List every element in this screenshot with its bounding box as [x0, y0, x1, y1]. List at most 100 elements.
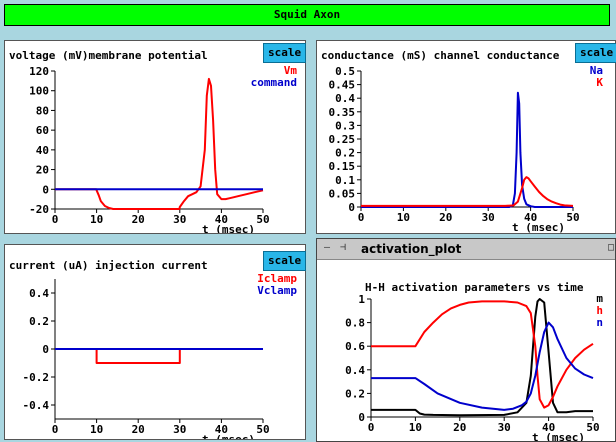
y-tick-label: 120 [29, 65, 49, 78]
y-tick-label: 0.45 [329, 79, 356, 92]
voltage-plot-panel: voltage (mV)membrane potential scale Vm … [4, 40, 307, 234]
x-tick-label: 10 [90, 213, 103, 226]
x-tick-label: 10 [409, 421, 422, 434]
x-tick-label: 40 [524, 211, 537, 224]
y-tick-label: 0 [42, 343, 49, 356]
x-tick-label: 50 [256, 423, 269, 436]
y-tick-label: 0.3 [335, 119, 355, 132]
activation-window-title: activation_plot [361, 242, 462, 256]
y-tick-label: 1 [358, 293, 365, 306]
legend-command: command [250, 76, 297, 89]
y-tick-label: 0.4 [335, 92, 355, 105]
y-tick-label: 0.35 [329, 106, 356, 119]
series-line-vm [55, 77, 264, 210]
x-tick-label: 20 [132, 423, 145, 436]
activation-legend: m h n [596, 293, 603, 329]
y-tick-label: 20 [36, 164, 49, 177]
x-tick-label: 50 [586, 421, 599, 434]
y-tick-label: 0 [348, 201, 355, 214]
x-tick-label: 30 [482, 211, 495, 224]
series-line-m [371, 298, 593, 417]
legend-iclamp: Iclamp [257, 272, 297, 285]
series-line-n [371, 321, 594, 411]
app-title: Squid Axon [273, 8, 341, 21]
current-chart: -0.4 -0.2 0 0.2 0.4 0 10 20 30 40 50t (msec) [23, 279, 270, 439]
x-tick-label: 40 [215, 213, 228, 226]
y-tick-label: 60 [36, 124, 49, 137]
y-tick-label: -0.2 [23, 371, 50, 384]
y-tick-label: 100 [29, 85, 49, 98]
y-tick-label: -20 [29, 203, 49, 216]
x-tick-label: 10 [397, 211, 410, 224]
activation-plot-window: — ⊣ activation_plot □ H-H activation par… [316, 238, 616, 442]
activation-chart: 00.20.40.60.810 10 20 30 40 50t (msec) [345, 293, 600, 441]
x-tick-label: 20 [132, 213, 145, 226]
legend-vm: Vm [283, 64, 297, 77]
voltage-legend: Vm command [251, 65, 297, 89]
window-menu-icon[interactable]: — [323, 242, 331, 253]
y-tick-label: 0.2 [335, 147, 355, 160]
current-plot-panel: current (uA) injection current scale Icl… [4, 244, 307, 440]
legend-na: Na [589, 64, 603, 77]
x-tick-label: 0 [358, 211, 365, 224]
x-tick-label: 20 [439, 211, 452, 224]
conductance-chart: 00.050.10.150.20.250.30.350.40.450.5 0 10 2… [329, 65, 580, 233]
voltage-scale-button[interactable]: scale [263, 43, 307, 63]
y-tick-label: 0.2 [345, 387, 365, 400]
x-tick-label: 0 [52, 213, 59, 226]
y-tick-label: 0.6 [345, 340, 365, 353]
conductance-scale-button[interactable]: scale [575, 43, 616, 63]
y-tick-label: 80 [36, 104, 49, 117]
voltage-plot-title: voltage (mV)membrane potential [9, 49, 208, 62]
y-tick-label: -0.4 [23, 399, 50, 412]
y-tick-label: 0.8 [345, 317, 365, 330]
y-tick-label: 0.5 [335, 65, 355, 78]
x-axis-label: t (msec) [202, 223, 255, 233]
conductance-plot-panel: conductance (mS) channel conductance sca… [316, 40, 616, 234]
series-line-iclamp [55, 348, 263, 364]
y-tick-label: 0.25 [329, 133, 356, 146]
legend-m: m [596, 292, 603, 305]
y-tick-label: 0.4 [345, 364, 365, 377]
y-tick-label: 0.05 [329, 187, 356, 200]
series-line-k [361, 176, 574, 207]
y-tick-label: 0 [42, 183, 49, 196]
y-tick-label: 40 [36, 144, 49, 157]
current-plot-title: current (uA) injection current [9, 259, 208, 272]
legend-n: n [596, 316, 603, 329]
window-pin-icon[interactable]: ⊣ [339, 242, 347, 253]
x-tick-label: 0 [368, 421, 375, 434]
y-tick-label: 0.4 [29, 287, 49, 300]
x-axis-label: t (msec) [512, 221, 565, 233]
x-tick-label: 30 [173, 213, 186, 226]
legend-h: h [596, 304, 603, 317]
y-tick-label: 0 [358, 411, 365, 424]
app-title-bar: Squid Axon [4, 4, 610, 26]
current-legend: Iclamp Vclamp [257, 273, 297, 297]
activation-plot-title: H-H activation parameters vs time [365, 281, 584, 294]
x-tick-label: 30 [498, 421, 511, 434]
x-tick-label: 50 [566, 211, 579, 224]
x-tick-label: 40 [542, 421, 555, 434]
x-axis-label: t (msec) [532, 431, 585, 441]
series-line-na [361, 91, 573, 208]
y-tick-label: 0.2 [29, 315, 49, 328]
x-tick-label: 10 [90, 423, 103, 436]
window-maximize-icon[interactable]: □ [607, 242, 615, 253]
activation-window-titlebar[interactable]: — ⊣ activation_plot □ [317, 239, 615, 260]
legend-vclamp: Vclamp [257, 284, 297, 297]
current-scale-button[interactable]: scale [263, 251, 307, 271]
x-tick-label: 40 [215, 423, 228, 436]
y-tick-label: 0.1 [335, 174, 355, 187]
x-tick-label: 0 [52, 423, 59, 436]
legend-k: K [596, 76, 603, 89]
x-tick-label: 20 [453, 421, 466, 434]
x-tick-label: 50 [256, 213, 269, 226]
conductance-legend: Na K [590, 65, 603, 89]
series-line-h [371, 300, 594, 409]
conductance-plot-title: conductance (mS) channel conductance [321, 49, 560, 62]
y-tick-label: 0.15 [329, 160, 356, 173]
x-axis-label: t (msec) [202, 433, 255, 439]
x-tick-label: 30 [173, 423, 186, 436]
